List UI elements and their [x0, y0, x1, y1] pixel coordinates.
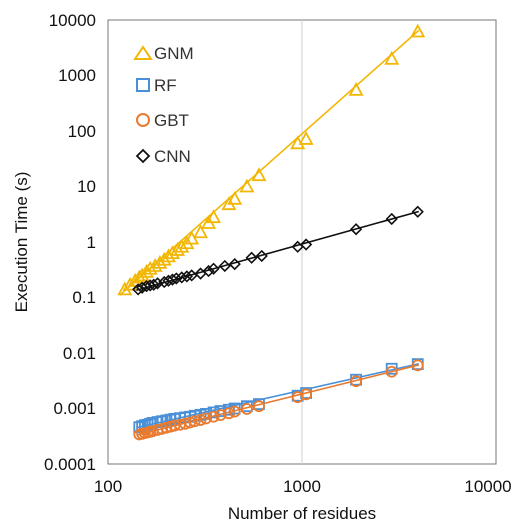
data-point-gnm — [251, 167, 267, 182]
legend-diamond-icon — [135, 148, 151, 164]
x-tick-label: 100 — [94, 477, 122, 496]
data-point-cnn — [349, 223, 363, 236]
y-tick-label: 10 — [77, 177, 96, 196]
series-cnn — [132, 205, 424, 296]
data-point-cnn — [166, 273, 179, 286]
series-layer — [117, 23, 426, 441]
y-tick-label: 1000 — [58, 66, 96, 85]
y-tick-label: 0.01 — [63, 344, 96, 363]
legend-square-icon — [136, 78, 150, 92]
data-point-cnn — [170, 272, 183, 285]
data-point-gbt — [200, 412, 212, 425]
data-point-gnm — [348, 82, 364, 96]
data-point-gbt — [241, 403, 253, 415]
data-point-rf — [207, 406, 220, 419]
legend-circle-icon — [136, 113, 150, 127]
data-point-cnn — [132, 283, 145, 296]
data-point-gnm — [160, 248, 176, 263]
data-point-gbt — [300, 388, 313, 401]
fit-line-gbt — [136, 364, 419, 436]
legend-label: GBT — [154, 111, 189, 130]
data-point-gnm — [193, 224, 209, 239]
x-axis-label: Number of residues — [228, 504, 376, 523]
x-tick-label: 1000 — [283, 477, 321, 496]
legend-label: RF — [154, 76, 177, 95]
data-point-gnm — [227, 190, 243, 205]
y-tick-label: 0.1 — [72, 288, 96, 307]
data-point-gbt — [223, 407, 235, 420]
data-point-gbt — [188, 415, 201, 428]
legend: GNM RF GBT CNN — [133, 44, 194, 166]
legend-item-rf: RF — [136, 76, 177, 95]
data-point-cnn — [218, 259, 231, 273]
data-point-cnn — [202, 264, 215, 278]
data-point-gbt — [350, 375, 362, 388]
y-tick-label: 10000 — [49, 11, 96, 30]
data-point-gbt — [228, 405, 241, 418]
legend-item-gnm: GNM — [133, 44, 194, 63]
data-point-cnn — [245, 251, 258, 264]
data-point-cnn — [207, 262, 220, 275]
data-point-gbt — [207, 410, 220, 423]
legend-item-gbt: GBT — [136, 111, 189, 130]
data-point-cnn — [151, 277, 164, 290]
y-tick-label: 100 — [68, 122, 96, 141]
x-tick-labels: 100 1000 10000 — [94, 477, 512, 496]
series-gbt — [133, 359, 424, 441]
y-tick-label: 0.001 — [53, 399, 96, 418]
legend-label: GNM — [154, 44, 194, 63]
data-point-gnm — [206, 209, 222, 224]
y-axis-label: Execution Time (s) — [12, 172, 31, 313]
data-point-gbt — [168, 419, 181, 432]
data-point-gnm — [410, 23, 426, 38]
data-point-gbt — [385, 365, 398, 378]
data-point-gbt — [214, 409, 227, 422]
data-point-gnm — [174, 238, 190, 253]
data-point-cnn — [175, 271, 188, 284]
data-point-gnm — [169, 242, 185, 256]
data-point-cnn — [147, 278, 160, 291]
data-point-gbt — [184, 416, 197, 429]
data-point-cnn — [299, 238, 313, 251]
data-point-gnm — [152, 255, 168, 269]
data-point-gnm — [384, 50, 400, 65]
data-point-gnm — [134, 267, 150, 282]
y-tick-label: 1 — [87, 233, 96, 252]
data-point-cnn — [411, 205, 424, 218]
data-point-cnn — [385, 212, 398, 226]
data-point-gnm — [298, 131, 314, 145]
x-tick-label: 10000 — [464, 477, 511, 496]
data-point-gnm — [184, 230, 200, 245]
data-point-cnn — [228, 257, 241, 271]
data-point-gbt — [253, 400, 265, 413]
fit-line-rf — [136, 362, 419, 429]
data-point-gbt — [411, 359, 424, 372]
data-point-gbt — [194, 414, 207, 426]
y-tick-label: 0.0001 — [44, 455, 96, 474]
data-point-gnm — [122, 276, 138, 291]
data-point-rf — [214, 405, 227, 417]
data-point-gnm — [239, 178, 255, 193]
legend-triangle-icon — [133, 45, 153, 60]
data-point-gnm — [156, 251, 172, 266]
data-point-cnn — [180, 270, 194, 283]
data-point-cnn — [255, 249, 268, 263]
legend-item-cnn: CNN — [135, 147, 191, 166]
legend-label: CNN — [154, 147, 191, 166]
series-gnm — [117, 23, 426, 296]
y-tick-labels: 0.0001 0.001 0.01 0.1 1 10 100 1000 1000… — [44, 11, 96, 474]
